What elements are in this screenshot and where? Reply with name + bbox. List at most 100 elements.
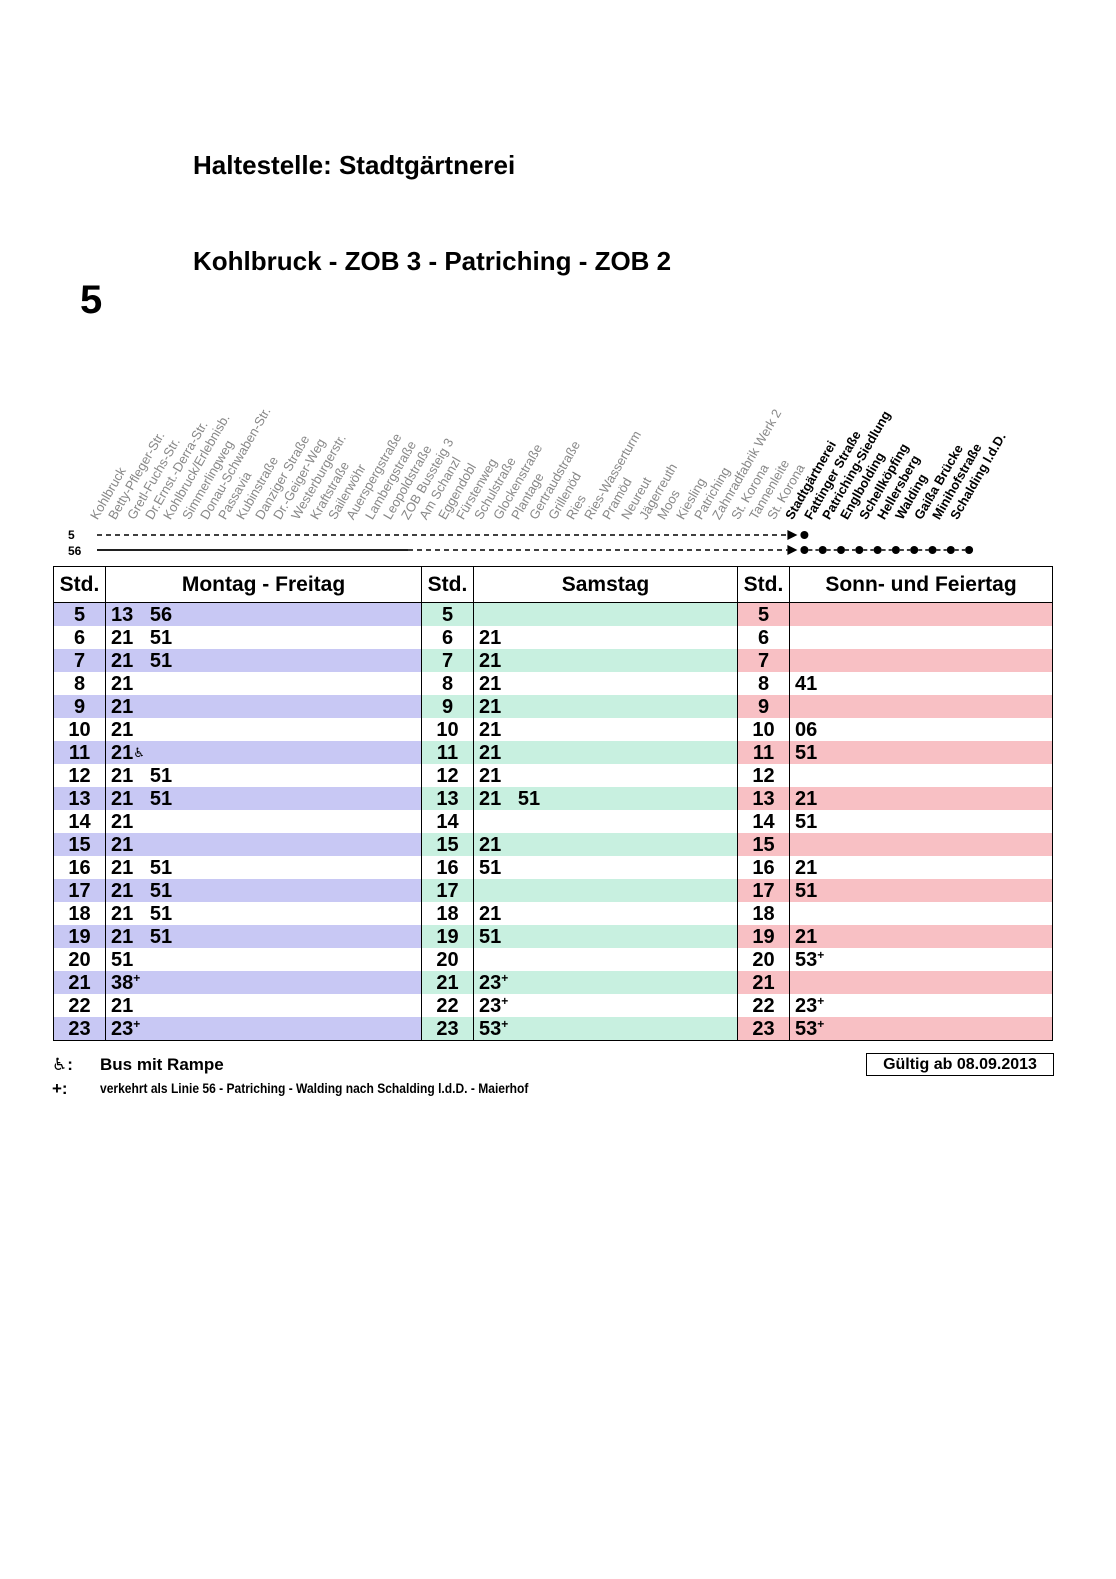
minutes-saturday-value: 51 <box>479 925 502 948</box>
route-label-5: 5 <box>68 528 75 542</box>
route-stop-dot-56 <box>837 546 845 554</box>
minutes-sunday-value: 41 <box>795 672 818 695</box>
route-stop-dot-5 <box>800 531 809 539</box>
table-row: 17 21 51 17 17 51 <box>53 879 1053 902</box>
table-row: 8 21 8 21 8 41 <box>53 672 1053 695</box>
hour-sunday: 8 <box>737 672 790 695</box>
hour-saturday-value: 20 <box>436 948 459 971</box>
minutes-weekday: 23+ <box>105 1016 422 1041</box>
minutes-saturday <box>473 879 738 902</box>
hour-saturday: 18 <box>421 902 474 925</box>
hour-sunday: 18 <box>737 902 790 925</box>
hour-saturday: 17 <box>421 879 474 902</box>
hour-sunday-value: 14 <box>752 810 775 833</box>
hour-sunday-value: 19 <box>752 925 775 948</box>
minutes-saturday: 53+ <box>473 1016 738 1041</box>
minutes-sunday: 41 <box>790 672 1053 695</box>
table-row: 11 21♿ 11 21 11 51 <box>53 741 1053 764</box>
hour-weekday-value: 13 <box>68 787 91 810</box>
minutes-weekday: 21 51 <box>105 787 422 810</box>
minutes-saturday: 23+ <box>474 994 738 1017</box>
hour-weekday: 22 <box>53 994 106 1017</box>
minutes-weekday: 38+ <box>105 971 422 994</box>
hour-weekday-value: 17 <box>68 879 91 902</box>
wheelchair-icon: ♿ <box>133 744 145 760</box>
table-row: 10 21 10 21 10 06 <box>53 718 1053 741</box>
minutes-sunday: 23+ <box>790 994 1053 1017</box>
hour-sunday: 23 <box>737 1017 790 1041</box>
hour-weekday: 18 <box>53 902 106 925</box>
minutes-weekday-value: 21 <box>111 810 134 833</box>
minutes-saturday: 21 <box>474 626 738 649</box>
route-stop-dot-56 <box>891 546 900 554</box>
minutes-sunday: 21 <box>789 925 1053 948</box>
hour-saturday: 7 <box>421 649 474 672</box>
minutes-saturday-value: 51 <box>479 856 502 879</box>
minutes-sunday-value: 51 <box>795 879 818 902</box>
hour-saturday-value: 18 <box>436 902 459 925</box>
hour-weekday-value: 12 <box>68 764 91 787</box>
hour-saturday: 21 <box>421 971 474 994</box>
hour-weekday: 15 <box>53 833 106 856</box>
hour-sunday-value: 11 <box>752 741 775 764</box>
minutes-weekday-value: 38 <box>111 971 134 994</box>
minutes-sunday: 51 <box>790 810 1053 833</box>
hour-weekday-value: 19 <box>68 925 91 948</box>
ramp-legend-symbol: ♿: <box>52 1055 73 1074</box>
hour-saturday: 13 <box>421 787 474 810</box>
hour-weekday-value: 9 <box>73 695 86 718</box>
hour-weekday: 8 <box>53 672 106 695</box>
hour-saturday-value: 7 <box>441 649 454 672</box>
minutes-saturday: 21 51 <box>473 787 738 810</box>
table-row: 23 23+ 23 53+ 23 53+ <box>53 1016 1053 1041</box>
route-stop-dot-56 <box>873 546 882 554</box>
hour-saturday: 22 <box>421 994 474 1017</box>
hour-weekday: 12 <box>53 764 106 787</box>
minutes-saturday-value: 21 <box>479 902 502 925</box>
hour-sunday-value: 21 <box>752 971 775 994</box>
hour-saturday: 5 <box>421 602 474 626</box>
minutes-sunday <box>790 626 1053 649</box>
minutes-weekday-value: 21 <box>111 994 134 1017</box>
route-stop-dot-56 <box>818 546 827 554</box>
hour-sunday-value: 10 <box>752 718 775 741</box>
minutes-weekday: 21 51 <box>105 925 422 948</box>
hour-saturday: 14 <box>421 810 474 833</box>
plus-marker: + <box>817 993 825 1008</box>
minutes-sunday-value: 53 <box>795 1017 818 1040</box>
plus-marker: + <box>133 1016 141 1031</box>
minutes-saturday: 21 <box>473 741 738 764</box>
minutes-saturday: 23+ <box>473 971 738 994</box>
minutes-sunday-value: 21 <box>795 787 818 810</box>
minutes-saturday-value: 23 <box>479 994 502 1017</box>
minutes-saturday: 21 <box>474 718 738 741</box>
minutes-weekday-value: 21 51 <box>111 764 173 787</box>
hour-sunday: 20 <box>737 948 790 971</box>
minutes-weekday-value: 51 <box>111 948 134 971</box>
hour-saturday: 20 <box>421 948 474 971</box>
minutes-weekday: 21♿ <box>105 741 422 764</box>
hour-saturday-value: 16 <box>436 856 459 879</box>
route-stop-dot-56 <box>946 546 955 554</box>
minutes-weekday: 21 51 <box>106 764 422 787</box>
hour-weekday-value: 21 <box>68 971 91 994</box>
plus-legend-symbol: +: <box>52 1079 68 1098</box>
hour-weekday: 11 <box>53 741 106 764</box>
minutes-sunday-value: 23 <box>795 994 818 1017</box>
timetable: Std. Montag - Freitag Std. Samstag Std. … <box>53 566 1053 1041</box>
hour-saturday-value: 19 <box>436 925 459 948</box>
minutes-saturday: 21 <box>473 649 738 672</box>
hour-weekday: 23 <box>53 1017 106 1041</box>
route-stop-dot-56 <box>965 546 974 554</box>
hour-weekday: 20 <box>53 948 106 971</box>
minutes-weekday: 21 51 <box>105 879 422 902</box>
minutes-sunday: 51 <box>789 741 1053 764</box>
hour-weekday: 6 <box>53 626 106 649</box>
plus-marker: + <box>501 1016 509 1031</box>
route-diagram <box>97 530 974 555</box>
hour-weekday-value: 15 <box>68 833 91 856</box>
hour-weekday: 21 <box>53 971 106 994</box>
minutes-sunday: 51 <box>789 879 1053 902</box>
minutes-weekday: 21 51 <box>106 856 422 879</box>
minutes-weekday-value: 23 <box>111 1017 134 1040</box>
